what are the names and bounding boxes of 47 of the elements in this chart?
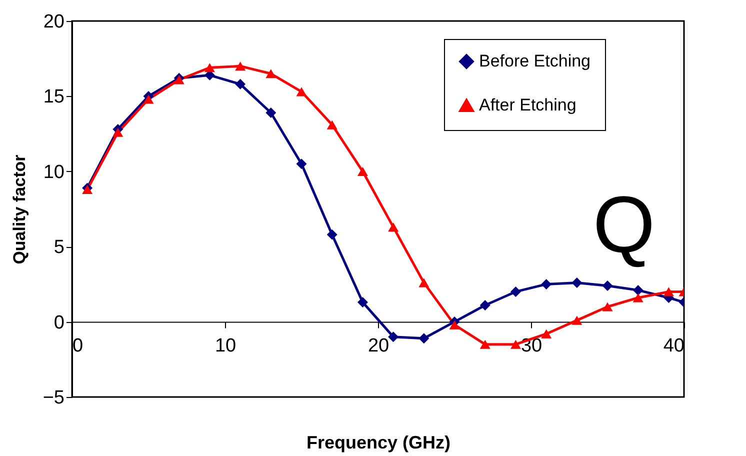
point (235, 62, 246, 71)
point (602, 280, 613, 291)
point (326, 120, 338, 130)
y-tick-label: 10 (43, 162, 64, 183)
point (296, 87, 307, 96)
point (357, 297, 368, 308)
point (357, 166, 368, 176)
legend-label: Before Etching (479, 52, 591, 70)
annotation: Q (592, 180, 656, 269)
y-tick-label: 15 (43, 86, 64, 108)
point (541, 278, 552, 290)
point (572, 277, 582, 288)
point (266, 108, 276, 118)
point (235, 78, 246, 90)
point (388, 222, 399, 232)
point (632, 293, 644, 302)
x-axis-title: Frequency (GHz) (306, 432, 451, 452)
y-tick-label: −5 (42, 388, 64, 408)
point (204, 63, 215, 72)
point (296, 158, 307, 170)
point (388, 332, 399, 342)
point (510, 286, 521, 297)
point (572, 316, 582, 325)
point (449, 320, 460, 330)
point (174, 75, 184, 84)
point (326, 229, 338, 240)
y-tick-label: 5 (54, 237, 64, 258)
point (418, 333, 430, 344)
y-tick-label: 20 (43, 12, 64, 32)
y-axis-title: Quality factor (10, 154, 29, 264)
point (418, 278, 430, 288)
point (480, 340, 490, 349)
point (663, 287, 674, 296)
x-tick-label: 10 (214, 335, 236, 356)
point (541, 329, 552, 338)
point (480, 300, 490, 310)
point (602, 302, 613, 312)
x-tick-label: 20 (368, 335, 390, 356)
legend-label: After Etching (479, 96, 576, 114)
point (632, 284, 644, 296)
x-tick-label: 40 (663, 335, 684, 356)
point (112, 128, 124, 137)
point (266, 69, 276, 78)
y-tick-label: 0 (54, 312, 64, 334)
x-tick-label: 0 (72, 335, 84, 356)
point (143, 94, 154, 104)
point (510, 340, 521, 349)
